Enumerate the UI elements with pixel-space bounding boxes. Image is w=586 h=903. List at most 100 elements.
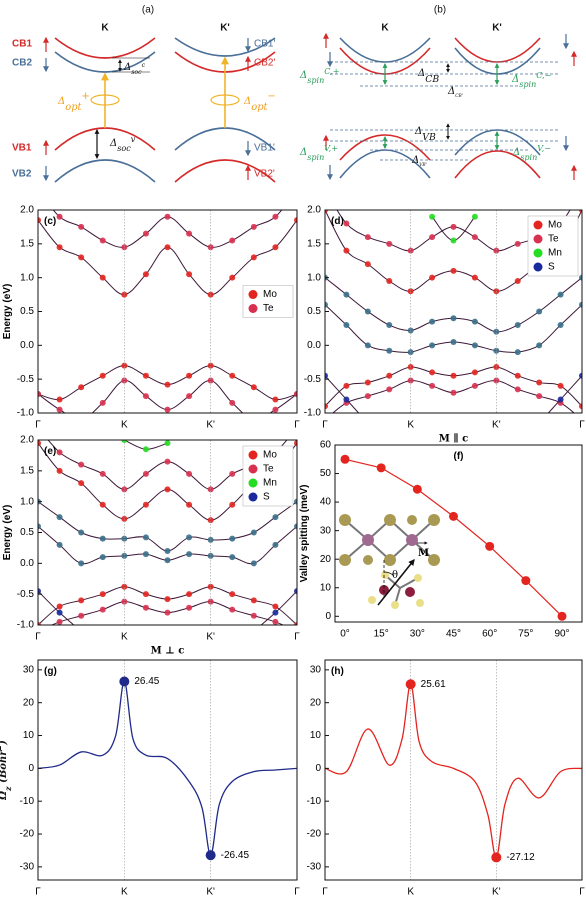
band-point xyxy=(471,369,478,376)
plot-frame xyxy=(324,209,583,414)
legend-marker xyxy=(248,290,258,299)
band-point xyxy=(164,213,171,220)
band-point xyxy=(229,501,236,508)
band-point xyxy=(272,396,279,403)
panel-label: (h) xyxy=(331,666,344,677)
y-tick-label: -20 xyxy=(20,829,35,840)
band-point xyxy=(294,391,297,398)
y-tick-label: -30 xyxy=(307,862,322,873)
y-tick-label: -10 xyxy=(20,796,35,807)
text-part: VB xyxy=(422,132,436,143)
band-point xyxy=(557,291,564,298)
band-point xyxy=(78,384,85,391)
band-point xyxy=(343,382,350,389)
y-tick-label: 2.0 xyxy=(20,205,34,216)
valley-label: K' xyxy=(492,23,502,34)
y-tick-label: 1.0 xyxy=(307,272,321,283)
x-tick-label: K' xyxy=(206,632,215,643)
point xyxy=(557,611,567,621)
band-point xyxy=(450,372,457,379)
band-point xyxy=(207,377,214,384)
plot-area xyxy=(38,440,297,634)
band-point xyxy=(78,480,85,487)
band-point xyxy=(186,372,193,379)
value-label: -26.45 xyxy=(221,850,250,861)
band-point xyxy=(142,534,149,541)
band-point xyxy=(579,372,582,379)
band-point xyxy=(272,618,279,625)
band-point xyxy=(164,609,171,616)
band-point xyxy=(579,403,582,410)
plot-area xyxy=(38,680,297,856)
band-point xyxy=(99,501,106,508)
band-point xyxy=(78,628,84,634)
band-point xyxy=(229,606,236,613)
text-part: spin xyxy=(307,76,324,85)
band-point xyxy=(386,322,393,329)
line xyxy=(344,458,563,617)
diagram-b-bands xyxy=(323,32,577,181)
band-point xyxy=(429,342,436,349)
band-point xyxy=(450,267,457,274)
y-tick-label: 0.0 xyxy=(307,340,321,351)
band-point xyxy=(272,213,279,220)
band-point xyxy=(579,274,582,281)
panel-label: (f) xyxy=(454,451,464,462)
band-point xyxy=(386,386,393,393)
crystal-inset xyxy=(339,514,440,609)
text-part: Δ xyxy=(299,70,307,81)
band-point xyxy=(229,591,236,598)
value-label: 26.45 xyxy=(134,676,159,687)
text-part: spin xyxy=(520,153,537,162)
panel-label: (g) xyxy=(44,666,57,677)
band-point xyxy=(78,560,85,567)
band-point xyxy=(251,417,257,423)
plot-frame xyxy=(37,209,298,414)
band-point xyxy=(364,393,371,400)
x-tick-label: Γ xyxy=(579,887,585,898)
band-point xyxy=(471,234,478,241)
band-point xyxy=(514,278,521,285)
y-tick-label: 0.0 xyxy=(20,558,34,569)
panel-label: (e) xyxy=(44,446,56,457)
text-part: Δ xyxy=(447,86,455,97)
band-point xyxy=(56,449,63,456)
extreme-point xyxy=(491,852,502,863)
legend-marker xyxy=(248,492,258,502)
band-point xyxy=(536,420,542,426)
band-point xyxy=(56,244,63,251)
band-point xyxy=(514,349,521,356)
band-point xyxy=(229,554,236,561)
text-part: Δ xyxy=(243,96,251,107)
band-point xyxy=(471,274,478,281)
text-part: Δ xyxy=(414,126,422,137)
value-label: -27.12 xyxy=(506,852,535,863)
legend-marker xyxy=(248,478,258,488)
band-label: CB2 xyxy=(12,58,32,69)
x-tick-label: Γ xyxy=(294,420,300,431)
band-point xyxy=(56,514,63,521)
x-tick-label: K' xyxy=(492,420,501,431)
band-point xyxy=(164,486,171,493)
spin-label: ΔspinC,− xyxy=(511,71,551,89)
band-point xyxy=(142,446,149,453)
band-point xyxy=(471,213,478,220)
x-tick-label: Γ xyxy=(322,420,328,431)
y-tick-label: 60 xyxy=(320,440,332,451)
band-point xyxy=(56,603,63,610)
soc-label: Δsocc xyxy=(123,62,146,76)
band-point xyxy=(251,628,257,634)
y-tick-label: 0.0 xyxy=(20,340,34,351)
band-line xyxy=(325,304,582,353)
gap-label: ΔVB' xyxy=(411,155,427,168)
band-point xyxy=(557,322,564,329)
text-part: 2 xyxy=(0,744,3,751)
band-point xyxy=(471,318,478,325)
legend-marker xyxy=(248,464,258,474)
band-point xyxy=(294,187,300,193)
band-point xyxy=(78,529,85,536)
band-point xyxy=(272,609,279,616)
y-tick-label: -1.0 xyxy=(17,620,35,631)
plot-frame xyxy=(334,444,583,623)
soc-label: Δsocv xyxy=(109,135,136,153)
